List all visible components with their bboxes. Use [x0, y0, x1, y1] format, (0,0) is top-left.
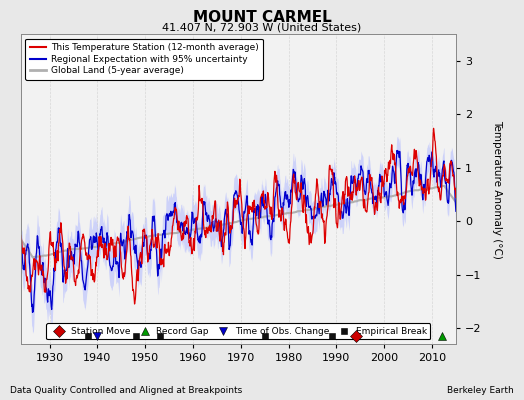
- Text: Data Quality Controlled and Aligned at Breakpoints: Data Quality Controlled and Aligned at B…: [10, 386, 243, 395]
- Text: MOUNT CARMEL: MOUNT CARMEL: [193, 10, 331, 25]
- Text: Berkeley Earth: Berkeley Earth: [447, 386, 514, 395]
- Y-axis label: Temperature Anomaly (°C): Temperature Anomaly (°C): [493, 120, 503, 258]
- Text: 41.407 N, 72.903 W (United States): 41.407 N, 72.903 W (United States): [162, 22, 362, 32]
- Legend: Station Move, Record Gap, Time of Obs. Change, Empirical Break: Station Move, Record Gap, Time of Obs. C…: [47, 323, 430, 340]
